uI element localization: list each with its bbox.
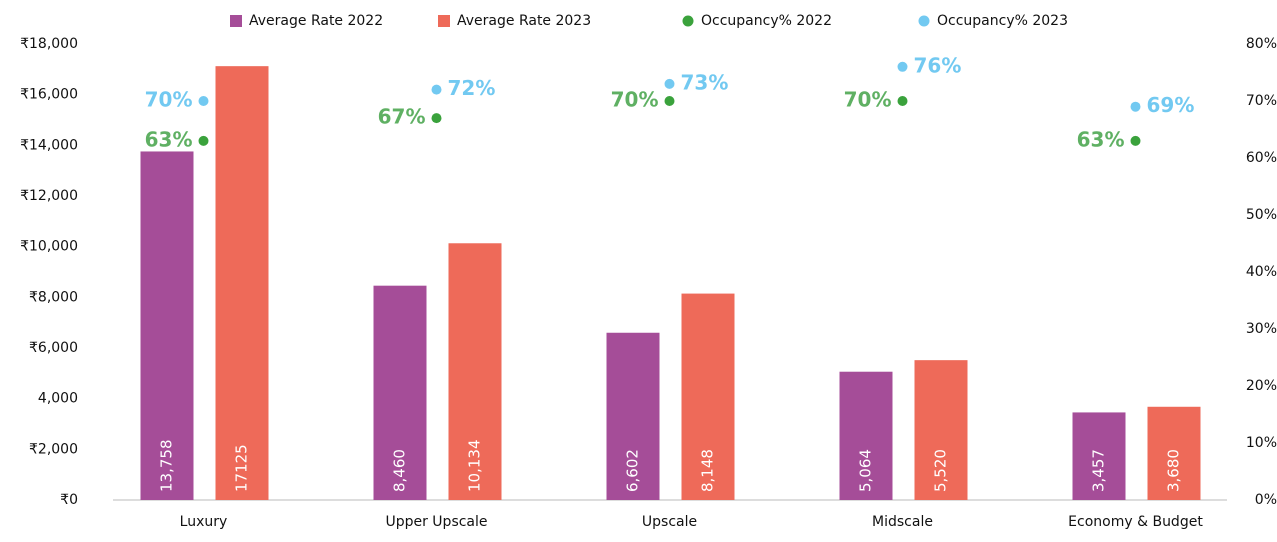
legend-swatch: [682, 15, 694, 27]
bar: [140, 151, 194, 501]
occupancy-dot: [1130, 101, 1141, 112]
bar-value-label: 17125: [233, 444, 251, 492]
y2-tick-label: 10%: [1246, 435, 1277, 451]
occupancy-label: 72%: [448, 76, 496, 100]
x-tick-label: Midscale: [872, 514, 933, 530]
bar: [1147, 406, 1201, 500]
y-tick-label: ₹18,000: [20, 36, 78, 52]
y-tick-label: ₹6,000: [29, 340, 78, 356]
occupancy-label: 70%: [145, 88, 193, 112]
bar-value-label: 3,680: [1165, 449, 1183, 492]
occupancy-dot: [431, 84, 442, 95]
occupancy-label: 73%: [681, 70, 729, 94]
bar-value-label: 6,602: [624, 449, 642, 492]
y-tick-label: ₹12,000: [20, 188, 78, 204]
y2-tick-label: 80%: [1246, 36, 1277, 52]
x-tick-label: Economy & Budget: [1068, 514, 1203, 530]
y2-tick-label: 50%: [1246, 207, 1277, 223]
occupancy-label: 67%: [378, 105, 426, 129]
bar: [1072, 412, 1126, 500]
y-tick-label: ₹10,000: [20, 239, 78, 255]
occupancy-dot: [897, 96, 908, 106]
occupancy-dot: [431, 113, 442, 124]
y-tick-label: ₹14,000: [20, 137, 78, 153]
y-tick-label: ₹8,000: [29, 289, 78, 305]
occupancy-label: 69%: [1147, 93, 1195, 117]
y2-tick-label: 20%: [1246, 378, 1277, 394]
legend-label: Average Rate 2022: [249, 13, 383, 29]
y-tick-label: ₹16,000: [20, 87, 78, 103]
bar-value-label: 10,134: [466, 440, 484, 493]
y2-tick-label: 70%: [1246, 93, 1277, 109]
bar: [448, 243, 502, 500]
bar: [215, 66, 269, 501]
bar-value-label: 13,758: [158, 440, 176, 493]
legend-swatch: [438, 15, 450, 27]
occupancy-label: 63%: [145, 127, 193, 151]
legend-label: Occupancy% 2023: [937, 13, 1068, 29]
legend-swatch: [230, 15, 242, 27]
x-tick-label: Upper Upscale: [385, 514, 487, 530]
bar: [606, 332, 660, 500]
legend-label: Occupancy% 2022: [701, 13, 832, 29]
y2-tick-label: 40%: [1246, 264, 1277, 280]
bar: [839, 371, 893, 500]
occupancy-dot: [664, 78, 675, 89]
occupancy-dot: [198, 96, 209, 106]
bar-value-label: 5,064: [857, 449, 875, 492]
legend-swatch: [918, 15, 930, 27]
y-tick-label: 4,000: [38, 391, 78, 407]
y2-tick-label: 0%: [1255, 492, 1277, 508]
bar: [914, 360, 968, 500]
legend-label: Average Rate 2023: [457, 13, 591, 29]
occupancy-label: 76%: [914, 53, 962, 77]
bar-value-label: 8,148: [699, 449, 717, 492]
x-tick-label: Luxury: [180, 514, 228, 530]
occupancy-dot: [664, 96, 675, 106]
bar-value-label: 8,460: [391, 449, 409, 492]
bar-value-label: 5,520: [932, 449, 950, 492]
y-tick-label: ₹2,000: [29, 441, 78, 457]
x-tick-label: Upscale: [642, 514, 697, 530]
bar-value-label: 3,457: [1090, 449, 1108, 492]
y2-tick-label: 30%: [1246, 321, 1277, 337]
occupancy-label: 70%: [611, 88, 659, 112]
occupancy-dot: [897, 61, 908, 72]
y-tick-label: ₹0: [60, 492, 78, 508]
occupancy-dot: [1130, 135, 1141, 146]
y2-tick-label: 60%: [1246, 150, 1277, 166]
bar: [373, 285, 427, 500]
occupancy-dot: [198, 135, 209, 146]
bar: [681, 293, 735, 500]
occupancy-label: 70%: [844, 88, 892, 112]
occupancy-label: 63%: [1077, 127, 1125, 151]
